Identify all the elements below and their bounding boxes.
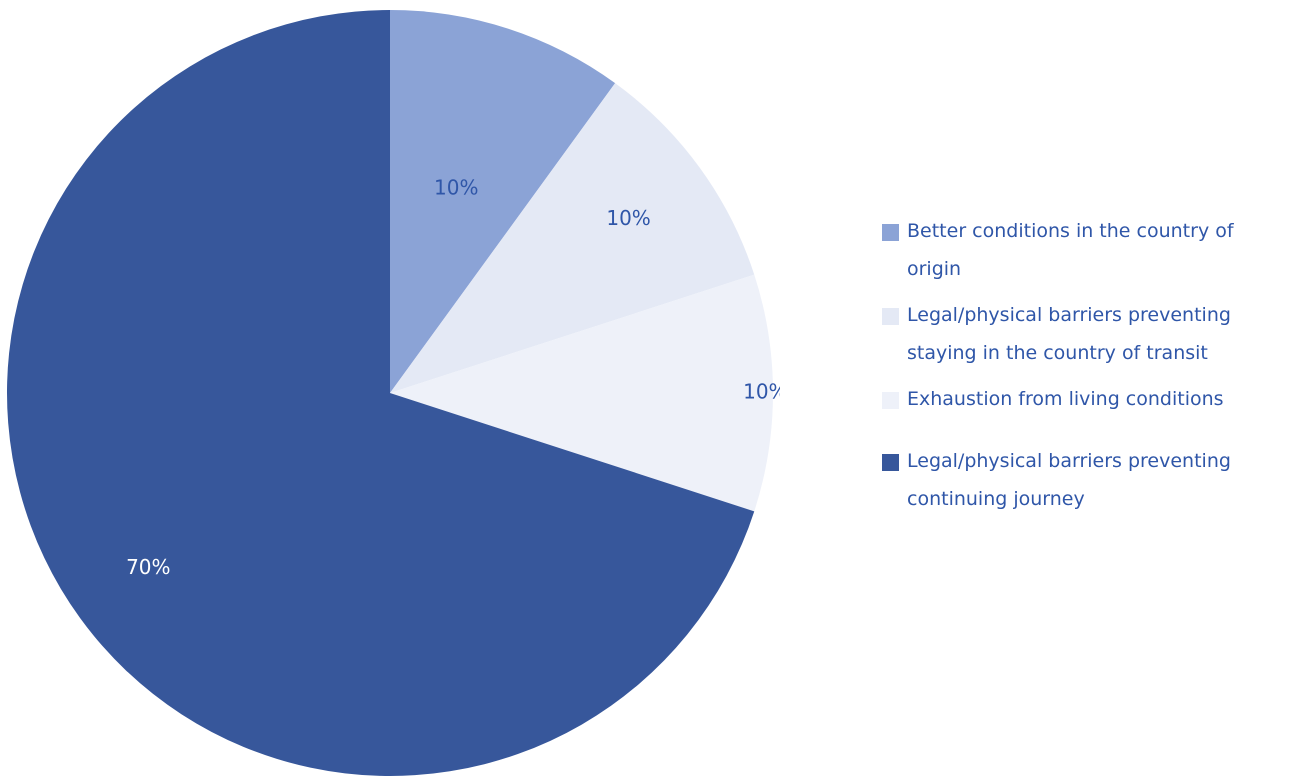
- legend-label: Legal/physical barriers preventing stayi…: [907, 304, 1231, 364]
- slice-percent-label: 10%: [606, 206, 650, 230]
- pie-plot-area: 10% 10% 10% 70%: [7, 10, 780, 776]
- pie-slice-labels: 10% 10% 10% 70%: [126, 176, 780, 580]
- slice-percent-label: 10%: [434, 176, 478, 200]
- legend-item: Legal/physical barriers preventing conti…: [882, 448, 1292, 518]
- legend-swatch: [882, 454, 899, 471]
- slice-percent-label: 70%: [126, 555, 170, 579]
- legend-swatch: [882, 224, 899, 241]
- legend-item: Legal/physical barriers preventing stayi…: [882, 302, 1292, 372]
- chart-legend: Better conditions in the country of orig…: [882, 218, 1292, 532]
- pie-slice: [390, 274, 773, 512]
- legend-swatch: [882, 308, 899, 325]
- pie-slice: [7, 10, 755, 776]
- legend-label: Exhaustion from living conditions: [907, 388, 1224, 410]
- legend-label: Better conditions in the country of orig…: [907, 220, 1234, 280]
- pie-slice: [390, 10, 616, 393]
- legend-swatch: [882, 392, 899, 409]
- slice-percent-label: 10%: [743, 380, 780, 404]
- legend-item: Better conditions in the country of orig…: [882, 218, 1292, 288]
- pie-slices: [7, 10, 773, 776]
- pie-slice: [390, 83, 755, 394]
- legend-item: Exhaustion from living conditions: [882, 386, 1292, 418]
- legend-label: Legal/physical barriers preventing conti…: [907, 450, 1231, 510]
